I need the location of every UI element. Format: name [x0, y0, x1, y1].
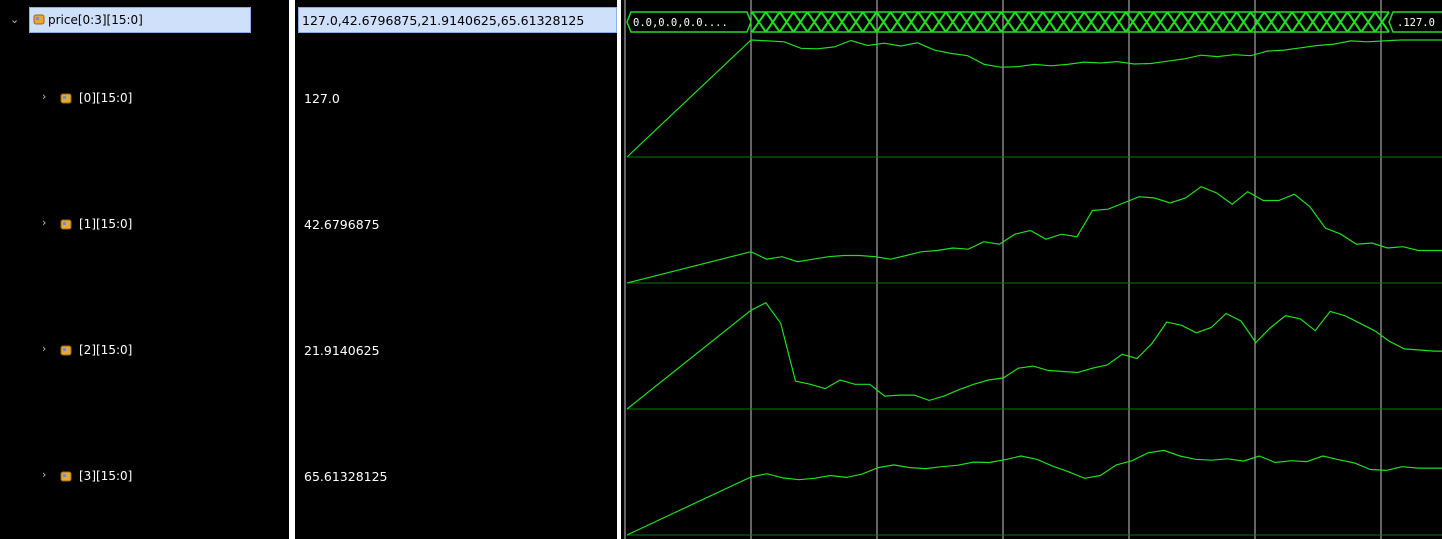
bus-signal-icon: [60, 471, 72, 482]
chevron-right-icon[interactable]: ›: [42, 342, 47, 355]
bus-signal-icon: [60, 219, 72, 230]
waveform-canvas[interactable]: 0.0,0.0,0.0.... .127.0: [621, 0, 1442, 539]
bus-value-label: 0.0,0.0,0.0....: [633, 17, 728, 29]
bus-signal-icon: [60, 93, 72, 104]
chevron-down-icon[interactable]: ⌄: [10, 13, 20, 26]
analog-trace: [626, 39, 1442, 158]
signal-value: 127.0,42.6796875,21.9140625,65.61328125: [302, 13, 585, 28]
bus-signal-icon: [60, 345, 72, 356]
signal-name-panel: ⌄ price[0:3][15:0] › [0][15:0] › [1][15:…: [0, 0, 289, 539]
signal-value: 65.61328125: [304, 469, 388, 484]
analog-trace: [626, 302, 1442, 410]
signal-name: [0][15:0]: [79, 91, 133, 105]
bus-signal-icon: [33, 14, 45, 25]
analog-trace: [626, 449, 1442, 536]
chevron-right-icon[interactable]: ›: [42, 90, 47, 103]
signal-name: [3][15:0]: [79, 469, 133, 483]
signal-value: 127.0: [304, 91, 340, 106]
chevron-right-icon[interactable]: ›: [42, 216, 47, 229]
bus-segment: [626, 11, 752, 33]
chevron-right-icon[interactable]: ›: [42, 468, 47, 481]
signal-name: [2][15:0]: [79, 343, 133, 357]
signal-name: price[0:3][15:0]: [48, 13, 143, 27]
bus-value-label: .127.0: [1397, 17, 1435, 29]
value-cell-price[interactable]: 127.0,42.6796875,21.9140625,65.61328125: [298, 7, 617, 33]
signal-value: 42.6796875: [304, 217, 380, 232]
signal-value-panel: 127.0,42.6796875,21.9140625,65.61328125 …: [295, 0, 617, 539]
waveform-panel[interactable]: 0.0,0.0,0.0.... .127.0: [621, 0, 1442, 539]
column-splitter[interactable]: [617, 0, 621, 539]
signal-value: 21.9140625: [304, 343, 380, 358]
signal-row-price[interactable]: ⌄ price[0:3][15:0]: [10, 7, 251, 33]
bus-segment: [1388, 11, 1442, 33]
analog-trace: [626, 186, 1442, 284]
signal-name: [1][15:0]: [79, 217, 133, 231]
bus-transitions: [751, 11, 1390, 33]
column-splitter[interactable]: [289, 0, 295, 539]
